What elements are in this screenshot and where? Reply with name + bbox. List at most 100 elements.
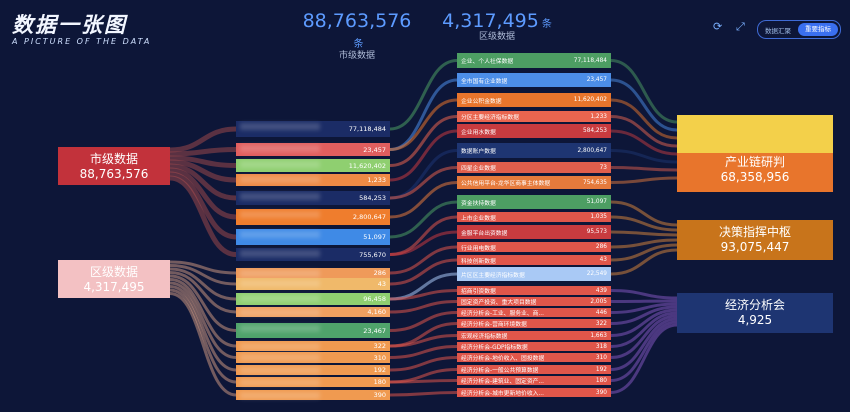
intermediate-node[interactable]: 1,233 <box>236 174 390 186</box>
intermediate-node[interactable]: 2,800,647 <box>236 209 390 225</box>
category-node[interactable]: 经济分析会-建筑业、固定资产... 180 <box>457 376 611 385</box>
dest-node-decision-center[interactable]: 决策指挥中枢 93,075,447 <box>677 220 833 260</box>
intermediate-node[interactable]: 180 <box>236 377 390 387</box>
intermediate-node[interactable]: 43 <box>236 278 390 290</box>
intermediate-node[interactable]: 11,620,402 <box>236 159 390 172</box>
category-label: 经济分析会-城市更新地价收入... <box>461 391 544 397</box>
category-node[interactable]: 上市企业数据 1,035 <box>457 212 611 222</box>
category-value: 11,620,402 <box>573 97 607 103</box>
intermediate-node[interactable]: 4,160 <box>236 307 390 317</box>
category-node[interactable]: 行业用电数据 286 <box>457 242 611 252</box>
intermediate-node[interactable]: 23,457 <box>236 143 390 156</box>
category-label: 行业用电数据 <box>461 245 496 252</box>
category-node[interactable]: 数据账户数据 2,800,647 <box>457 143 611 158</box>
intermediate-node-value: 755,670 <box>359 250 386 259</box>
dest-title: 决策指挥中枢 <box>718 225 791 239</box>
fullscreen-icon[interactable]: ⤢ <box>736 20 745 33</box>
flow-link <box>389 334 458 348</box>
flow-link <box>610 317 678 371</box>
category-node[interactable]: 企业用水数据 584,253 <box>457 124 611 138</box>
intermediate-node-value: 23,467 <box>363 326 386 335</box>
flow-link <box>389 258 458 286</box>
intermediate-node[interactable]: 390 <box>236 390 390 400</box>
flow-link <box>169 159 237 183</box>
category-value: 439 <box>595 287 607 294</box>
flow-link <box>169 155 237 168</box>
flow-link <box>610 289 678 300</box>
category-label: 金服平台出资数据 <box>461 230 508 237</box>
flow-link <box>389 289 458 301</box>
intermediate-node[interactable]: 77,118,484 <box>236 121 390 137</box>
flow-link <box>610 305 678 325</box>
flow-link <box>389 59 458 131</box>
category-node[interactable]: 经济分析会-城市更新地价收入... 390 <box>457 388 611 397</box>
flow-link <box>389 391 458 397</box>
intermediate-node[interactable]: 322 <box>236 341 390 351</box>
source-node-city[interactable]: 市级数据 88,763,576 <box>58 147 170 185</box>
flow-link <box>169 278 237 348</box>
city-data-stat: 88,763,576 条 市级数据 <box>302 10 412 61</box>
category-value: 446 <box>595 309 607 316</box>
flow-link <box>610 149 678 164</box>
category-node[interactable]: 科技创新数据 43 <box>457 255 611 265</box>
dest-title: 经济分析会 <box>724 298 785 312</box>
flow-link <box>389 230 458 256</box>
category-node[interactable]: 固定资产投资、重大项目数据 2,005 <box>457 297 611 306</box>
category-node[interactable]: 全市国有企业数据 23,457 <box>457 73 611 87</box>
source-node-district[interactable]: 区级数据 4,317,495 <box>58 260 170 298</box>
toggle-key-indicators[interactable]: 重要指标 <box>798 23 838 36</box>
category-node[interactable]: 招商引资数据 439 <box>457 286 611 295</box>
intermediate-node[interactable]: 584,253 <box>236 191 390 205</box>
intermediate-node[interactable]: 96,458 <box>236 293 390 305</box>
category-value: 22,549 <box>586 271 607 277</box>
intermediate-node[interactable]: 755,670 <box>236 248 390 261</box>
category-node[interactable]: 经济分析会-工业、服务业、商... 446 <box>457 308 611 317</box>
view-toggle[interactable]: 数据汇聚 重要指标 <box>757 20 841 39</box>
category-node[interactable]: 资金扶持数据 51,097 <box>457 195 611 209</box>
redacted-label <box>240 354 320 361</box>
source-title: 区级数据 <box>89 265 138 279</box>
redacted-label <box>240 325 320 332</box>
redacted-label <box>240 270 320 277</box>
dest-node-highlight <box>677 115 833 153</box>
dest-node-industry-chain[interactable]: 产业链研判 68,358,956 <box>677 115 833 192</box>
intermediate-node[interactable]: 286 <box>236 268 390 278</box>
intermediate-node[interactable]: 23,467 <box>236 323 390 338</box>
category-label: 全市国有企业数据 <box>461 78 508 85</box>
toggle-data-aggregation[interactable]: 数据汇聚 <box>765 26 791 35</box>
intermediate-node[interactable]: 310 <box>236 352 390 363</box>
intermediate-node[interactable]: 51,097 <box>236 229 390 245</box>
category-node[interactable]: 经济分析会-GDP指标数据 318 <box>457 342 611 351</box>
flow-link <box>169 285 237 372</box>
flow-link <box>169 271 237 314</box>
category-label: 经济分析会-营商环境数据 <box>461 322 527 328</box>
flow-link <box>610 78 678 132</box>
category-node[interactable]: 四星企业数据 73 <box>457 162 611 173</box>
flow-link <box>610 311 678 348</box>
category-node[interactable]: 企业公积金数据 11,620,402 <box>457 93 611 107</box>
category-value: 77,118,484 <box>573 57 607 64</box>
refresh-icon[interactable]: ⟳ <box>713 20 723 33</box>
category-node[interactable]: 分区主要经济指标数据 1,233 <box>457 111 611 122</box>
category-label: 资金扶持数据 <box>461 200 496 207</box>
redacted-label <box>240 250 320 257</box>
category-node[interactable]: 公共信用平台-龙华区商事主体数据 754,635 <box>457 176 611 189</box>
district-data-count: 4,317,495 <box>442 10 539 32</box>
city-data-unit: 条 <box>353 39 364 50</box>
dest-node-economic-meeting[interactable]: 经济分析会 4,925 <box>677 293 833 333</box>
dest-value: 93,075,447 <box>720 240 790 254</box>
category-node[interactable]: 金服平台出资数据 95,573 <box>457 225 611 239</box>
intermediate-node[interactable]: 192 <box>236 365 390 375</box>
flow-link <box>610 98 678 140</box>
category-node[interactable]: 企业、个人社保数据 77,118,484 <box>457 53 611 68</box>
redacted-label <box>240 161 320 168</box>
category-node[interactable]: 经济分析会-营商环境数据 322 <box>457 319 611 328</box>
category-node[interactable]: 宏观经济指标数据 1,663 <box>457 331 611 340</box>
category-node[interactable]: 经济分析会-地价收入、固投数据 310 <box>457 353 611 362</box>
flow-link <box>610 200 678 227</box>
category-node[interactable]: 片区区主要经济指标数据 22,549 <box>457 267 611 281</box>
category-node[interactable]: 经济分析会-一般公共预算数据 192 <box>457 365 611 374</box>
flow-link <box>389 379 458 384</box>
category-label: 企业、个人社保数据 <box>461 59 514 65</box>
category-value: 310 <box>595 354 607 361</box>
